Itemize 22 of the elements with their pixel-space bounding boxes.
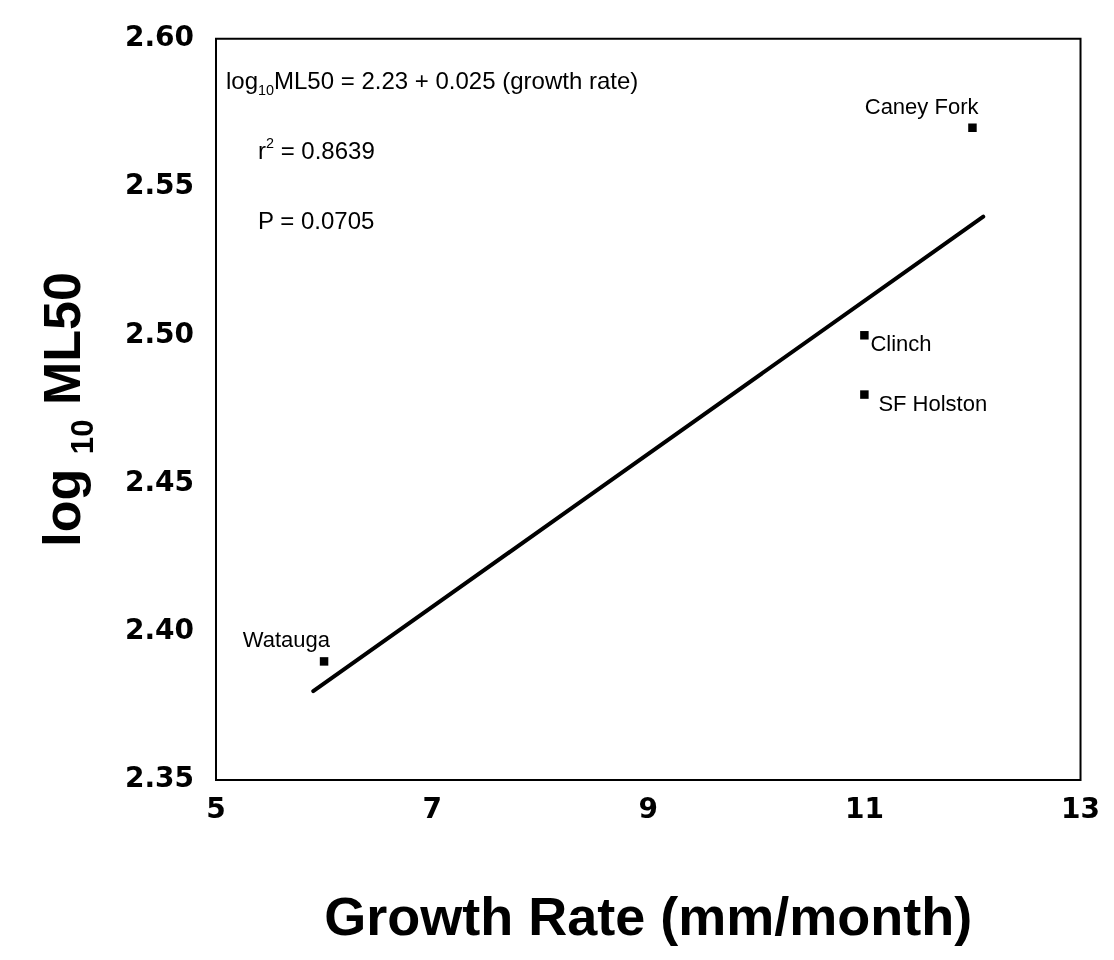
y-tick-label: 2.50 (124, 316, 194, 350)
annotation: Watauga (242, 627, 331, 653)
y-tick-label: 2.40 (124, 613, 194, 647)
x-tick-label: 7 (422, 792, 442, 826)
point (319, 657, 329, 666)
point (860, 390, 869, 399)
x-tick-label: 5 (206, 792, 226, 826)
annotation: Clinch (870, 331, 932, 357)
y-tick-label: 2.35 (124, 761, 194, 795)
x-axis-title: Growth Rate (mm/month) (324, 886, 973, 946)
x-tick-label: 9 (638, 792, 658, 826)
y-tick-label: 2.60 (124, 20, 194, 54)
x-tick-label: 13 (1061, 792, 1100, 826)
y-tick-label: 2.55 (124, 168, 194, 202)
y-axis-title: log 10 ML50 (33, 272, 100, 547)
point (968, 123, 977, 132)
y-tick-label: 2.45 (124, 464, 194, 498)
annotation: Caney Fork (864, 93, 980, 119)
annotation: P = 0.0705 (258, 206, 375, 234)
point (860, 331, 869, 340)
annotation: SF Holston (878, 390, 988, 416)
x-tick-label: 11 (844, 792, 884, 826)
